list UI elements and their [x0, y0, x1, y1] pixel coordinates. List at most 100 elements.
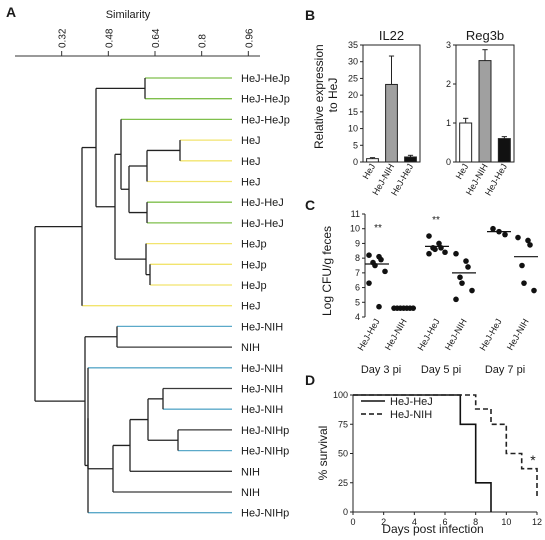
data-point: [519, 262, 525, 269]
dendrogram-branches: [34, 77, 232, 514]
x-tick-label: 8: [473, 517, 478, 527]
y-tick-label: 30: [348, 57, 358, 67]
y-tick-label: 4: [355, 312, 360, 322]
panel-b-ylabel-line2: to HeJ: [326, 78, 340, 113]
data-point: [490, 225, 496, 232]
category-label: HeJ-HeJ: [416, 317, 442, 352]
chart-title: Reg3b: [466, 28, 504, 43]
dendrogram-leaf-label: HeJ: [241, 156, 261, 168]
dendrogram-leaf-label: HeJp: [241, 280, 267, 292]
x-tick-label: 6: [442, 517, 447, 527]
dendrogram-leaf-label: HeJ-HeJ: [241, 218, 284, 230]
y-tick-label: 0: [343, 507, 348, 517]
category-label: HeJ-HeJ: [478, 317, 504, 352]
data-point: [366, 280, 372, 286]
data-point: [525, 237, 531, 244]
data-point: [469, 287, 475, 294]
y-tick-label: 50: [338, 449, 348, 459]
panel-d-ylabel: % survival: [316, 426, 330, 481]
x-tick-label: 4: [412, 517, 417, 527]
data-point: [426, 250, 432, 257]
y-tick-label: 75: [338, 419, 348, 429]
data-point: [378, 256, 384, 263]
x-tick-label: 12: [532, 517, 542, 527]
dendrogram-tick-label: 0.32: [58, 28, 69, 48]
category-label: HeJ-NIH: [383, 317, 409, 352]
bar: [478, 60, 492, 163]
panel-b-ylabel-line1: Relative expression: [312, 44, 326, 149]
category-label: HeJ: [361, 162, 378, 181]
y-tick-label: 2: [446, 79, 451, 89]
panel-b-ylabel: Relative expression to HeJ: [312, 41, 340, 149]
data-point: [465, 264, 471, 270]
data-point: [463, 258, 469, 264]
y-tick-label: 6: [355, 283, 360, 293]
bar: [459, 122, 473, 163]
category-label: HeJ-HeJ: [356, 317, 382, 352]
dendrogram-leaf-label: HeJ-HeJp: [241, 114, 290, 126]
data-point: [457, 274, 463, 281]
y-tick-label: 3: [446, 40, 451, 50]
dendrogram-leaves: HeJ-HeJp HeJ-HeJp HeJ-HeJp HeJ HeJ HeJ HeJ-HeJ…: [241, 73, 290, 520]
y-tick-label: 0: [353, 157, 358, 167]
y-tick-label: 100: [333, 390, 348, 400]
y-tick-label: 10: [348, 124, 358, 134]
dendrogram-tick-label: 0.8: [198, 34, 209, 48]
dendrogram-leaf-label: HeJ-NIH: [241, 404, 283, 416]
panel-b-letter: B: [305, 7, 315, 23]
legend-label: HeJ-NIH: [390, 409, 432, 421]
day3-significance: **: [374, 223, 382, 234]
dendrogram-leaf-label: HeJ: [241, 301, 261, 313]
data-point: [436, 240, 442, 247]
survival-significance: *: [530, 452, 536, 468]
dendrogram-leaf-label: HeJ-NIHp: [241, 508, 289, 520]
dendrogram-leaf-label: HeJ-HeJp: [241, 73, 290, 85]
data-point: [527, 242, 533, 248]
dendrogram-axis-title: Similarity: [106, 9, 151, 21]
x-tick-label: 10: [501, 517, 511, 527]
y-tick-label: 0: [446, 157, 451, 167]
dendrogram-leaf-label: HeJp: [241, 239, 267, 251]
dendrogram-leaf-label: HeJ-NIH: [241, 363, 283, 375]
dendrogram-leaf-label: HeJp: [241, 259, 267, 271]
dendrogram-tick-label: 0.96: [244, 28, 255, 48]
chart-title: IL22: [379, 28, 404, 43]
dendrogram-leaf-label: HeJ: [241, 135, 261, 147]
y-tick-label: 1: [446, 118, 451, 128]
y-tick-label: 15: [348, 107, 358, 117]
bar: [404, 156, 417, 163]
category-label: HeJ-NIH: [505, 317, 531, 352]
data-point: [521, 280, 527, 286]
y-tick-label: 7: [355, 268, 360, 278]
data-point: [426, 233, 432, 239]
bar: [497, 138, 511, 163]
data-point: [376, 303, 382, 310]
category-label: HeJ-NIH: [443, 317, 469, 352]
y-tick-label: 20: [348, 90, 358, 100]
dendrogram-leaf-label: HeJ-NIHp: [241, 446, 289, 458]
dendrogram-leaf-label: HeJ: [241, 177, 261, 189]
dendrogram-leaf-label: HeJ-NIH: [241, 321, 283, 333]
data-point: [432, 246, 438, 253]
y-tick-label: 11: [351, 209, 360, 219]
panel-d-letter: D: [305, 372, 315, 388]
dendrogram-tick-label: 0.48: [104, 28, 115, 48]
dendrogram-leaf-label: HeJ-NIH: [241, 384, 283, 396]
dendrogram-leaf-label: NIH: [241, 466, 260, 478]
dendrogram-leaf-label: HeJ-HeJp: [241, 94, 290, 106]
x-tick-label: 2: [381, 517, 386, 527]
data-point: [453, 250, 459, 257]
bar: [366, 158, 379, 163]
survival-line: [353, 394, 538, 498]
bar: [385, 83, 398, 163]
dendrogram-leaf-label: HeJ-NIHp: [241, 425, 289, 437]
data-point: [366, 252, 372, 258]
group-label-day3: Day 3 pi: [361, 364, 401, 376]
y-tick-label: 25: [338, 478, 348, 488]
data-point: [382, 268, 388, 275]
panel-d-xlabel: Days post infection: [382, 522, 483, 536]
y-tick-label: 25: [348, 73, 358, 83]
data-point: [515, 234, 521, 241]
